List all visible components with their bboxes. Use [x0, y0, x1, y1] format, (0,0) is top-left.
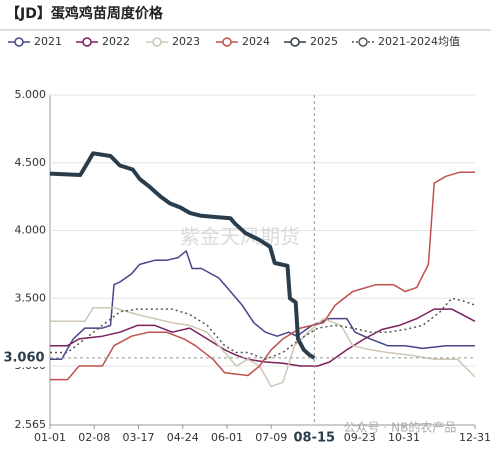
series-line: [50, 171, 475, 381]
legend-label: 2021-2024均值: [378, 35, 460, 48]
legend-label: 2021: [34, 35, 62, 48]
y-tick-label: 4.000: [15, 224, 47, 237]
x-tick-label: 03-17: [123, 431, 155, 444]
crosshair-y-label: 3.060: [3, 350, 44, 365]
series-line: [50, 297, 476, 361]
legend-marker: [82, 37, 92, 47]
x-tick-label: 06-01: [211, 431, 243, 444]
legend-marker: [358, 37, 368, 47]
watermark: 公众号 · NB的农产品: [344, 420, 457, 435]
x-tick-label: 02-08: [78, 431, 110, 444]
series-line: [49, 151, 316, 360]
series-line: [50, 307, 476, 388]
legend-marker: [14, 37, 24, 47]
crosshair-x-label: 08-15: [294, 431, 336, 446]
crosshair-label-bg: [290, 428, 339, 448]
x-tick-label: 04-24: [167, 431, 199, 444]
legend-label: 2025: [310, 35, 338, 48]
series-line: [50, 250, 475, 361]
chart-title: 【JD】蛋鸡鸡苗周度价格: [6, 5, 164, 22]
crosshair-label-bg: [0, 348, 48, 367]
x-tick-label: 12-31: [459, 431, 491, 444]
y-tick-label: 3.500: [15, 291, 47, 304]
legend-marker: [290, 37, 300, 47]
x-tick-label: 01-01: [34, 431, 66, 444]
x-tick-label: 10-31: [388, 431, 420, 444]
series-line: [50, 308, 476, 367]
legend-label: 2022: [102, 35, 130, 48]
y-tick-label: 5.000: [15, 88, 47, 101]
legend-label: 2023: [172, 35, 200, 48]
x-tick-label: 07-09: [255, 431, 287, 444]
legend-marker: [222, 37, 232, 47]
legend-label: 2024: [242, 35, 270, 48]
legend-marker: [152, 37, 162, 47]
x-tick-label: 09-23: [344, 431, 376, 444]
y-tick-label: 4.500: [15, 156, 47, 169]
y-tick-label: 2.565: [15, 418, 47, 431]
